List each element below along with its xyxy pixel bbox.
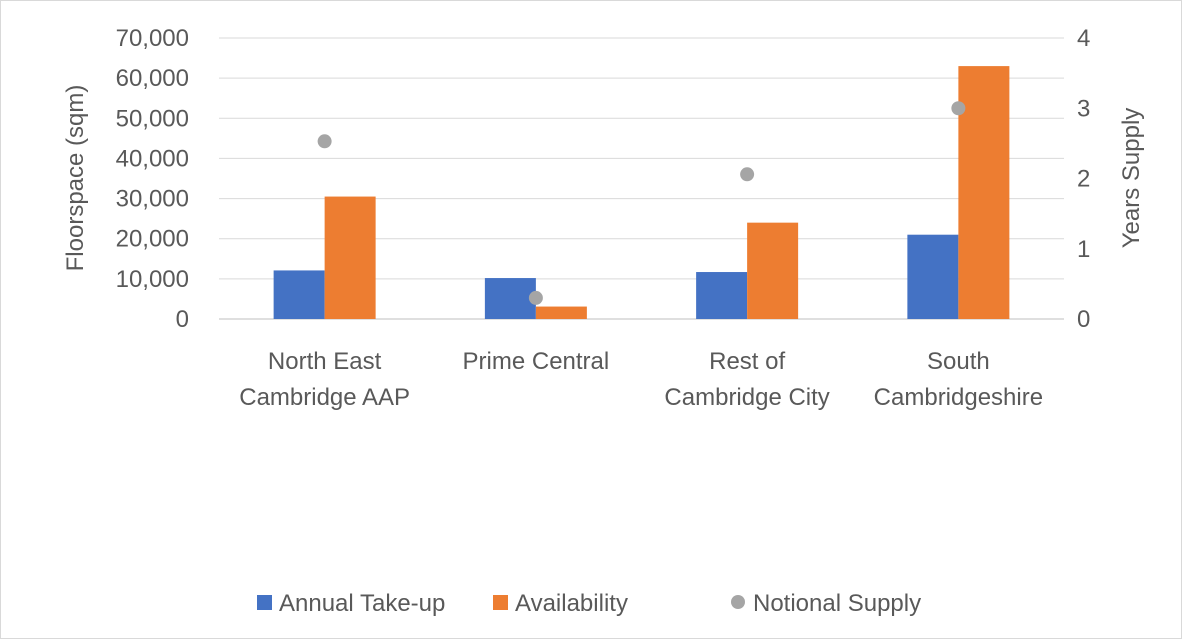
bar-availability-2 (535, 306, 587, 319)
left-tick-label: 0 (176, 306, 189, 333)
marker-notional-supply-1 (317, 134, 332, 149)
left-tick-label: 50,000 (116, 105, 189, 132)
marker-marks (317, 101, 966, 305)
left-tick-label: 70,000 (116, 25, 189, 52)
right-tick-label: 0 (1077, 306, 1090, 333)
legend-label: Availability (515, 590, 628, 617)
right-tick-label: 3 (1077, 95, 1090, 122)
right-axis-ticks: 0 1 2 3 4 (1077, 25, 1090, 333)
left-tick-label: 40,000 (116, 145, 189, 172)
legend-label: Annual Take-up (279, 590, 445, 617)
left-axis-title: Floorspace (sqm) (62, 85, 89, 272)
marker-notional-supply-3 (740, 167, 755, 182)
left-tick-label: 10,000 (116, 266, 189, 293)
bar-annual-take-up-1 (273, 270, 325, 319)
marker-notional-supply-4 (951, 101, 966, 116)
left-tick-label: 60,000 (116, 65, 189, 92)
legend: Annual Take-up Availability Notional Suppl… (257, 590, 921, 617)
legend-swatch (731, 595, 745, 609)
marker-notional-supply-2 (528, 290, 543, 305)
bar-availability-4 (958, 66, 1010, 319)
category-label: South Cambridgeshire (874, 348, 1043, 411)
left-axis-ticks: 0 10,000 20,000 30,000 40,000 50,000 60,000 70,… (116, 25, 189, 333)
right-tick-label: 2 (1077, 166, 1090, 193)
left-tick-label: 20,000 (116, 226, 189, 253)
bar-annual-take-up-2 (484, 278, 536, 319)
bar-availability-1 (324, 196, 376, 319)
right-tick-label: 1 (1077, 236, 1090, 263)
bar-marks (273, 66, 1010, 319)
left-tick-label: 30,000 (116, 186, 189, 213)
bar-annual-take-up-4 (907, 234, 959, 319)
right-axis-title: Years Supply (1118, 108, 1145, 249)
right-tick-label: 4 (1077, 25, 1090, 52)
legend-swatch (257, 595, 272, 610)
legend-label: Notional Supply (753, 590, 921, 617)
bar-annual-take-up-3 (696, 272, 748, 319)
bar-availability-3 (747, 222, 799, 319)
category-label: Prime Central (463, 348, 610, 375)
category-label: Rest of Cambridge City (664, 348, 829, 411)
legend-swatch (493, 595, 508, 610)
category-label: North East Cambridge AAP (239, 348, 410, 411)
category-labels: North East Cambridge AAP Prime Central Rest… (239, 348, 1043, 411)
